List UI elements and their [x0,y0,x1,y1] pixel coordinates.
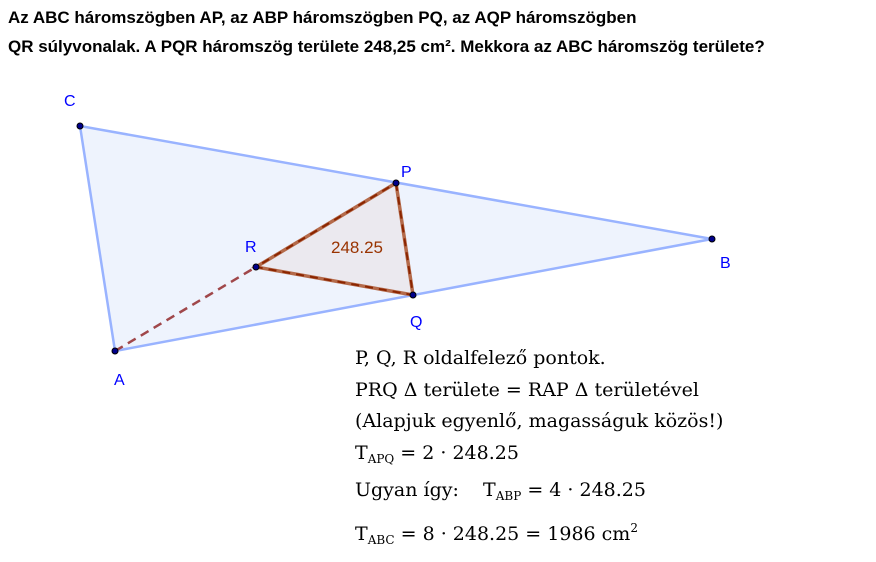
solution-line-5: Ugyan így: TABP = 4 · 248.25 [355,475,723,513]
solution-line-2: PRQ Δ területe = RAP Δ területével [355,378,699,401]
label-b: B [720,255,731,272]
label-r: R [245,239,257,256]
point-a[interactable] [111,347,119,355]
equation: = 8 · 248.25 = 1986 cm [394,522,631,545]
equation: = 2 · 248.25 [394,441,519,464]
point-b[interactable] [708,235,716,243]
subscript: ABP [495,489,522,503]
equation: = 4 · 248.25 [521,479,646,501]
solution-line-3: (Alapjuk egyenlő, magasságuk közös!) [355,410,724,432]
point-p[interactable] [392,179,400,187]
subscript: ABC [367,532,395,547]
area-label: 248.25 [331,238,383,257]
superscript: 2 [630,520,638,535]
subscript: APQ [367,451,395,466]
question-line-1: Az ABC háromszögben AP, az ABP háromszög… [8,8,637,27]
point-r[interactable] [252,263,260,271]
median-ar-dashed [114,265,257,353]
label-c: C [64,93,76,110]
t-symbol: T [355,522,368,545]
point-q[interactable] [409,291,417,299]
point-c[interactable] [76,122,84,130]
label-a: A [114,372,125,389]
label-q: Q [410,314,422,331]
question-line-2: QR súlyvonalak. A PQR háromszög területe… [8,37,765,56]
t-symbol: T [355,441,368,464]
solution-line-4: TAPQ = 2 · 248.25 [355,438,723,476]
solution-line-6: TABC = 8 · 248.25 = 1986 cm2 [355,513,723,557]
solution-text: P, Q, R oldalfelező pontok. PRQ Δ terüle… [355,343,723,556]
label-p: P [401,164,412,181]
solution-line-1: P, Q, R oldalfelező pontok. [355,347,606,369]
prefix: Ugyan így: T [355,479,496,501]
